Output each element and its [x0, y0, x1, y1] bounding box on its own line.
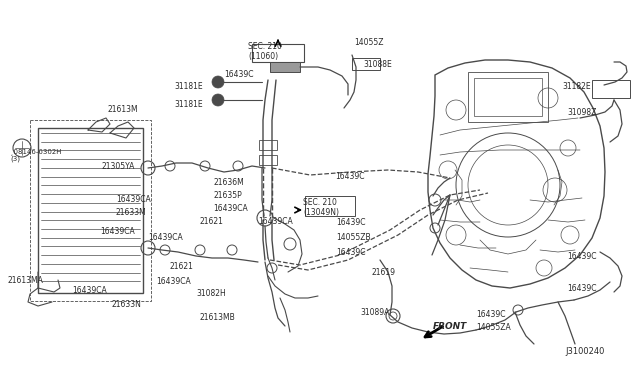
- Text: 16439C: 16439C: [224, 70, 253, 79]
- Bar: [38, 128, 143, 293]
- Bar: [592, 80, 630, 98]
- Bar: [259, 140, 277, 150]
- Text: 31098Z: 31098Z: [567, 108, 596, 117]
- Text: SEC. 210
(13049N): SEC. 210 (13049N): [303, 198, 339, 217]
- Text: 16439C: 16439C: [567, 284, 596, 293]
- Text: 21635P: 21635P: [213, 191, 242, 200]
- Text: 16439CA: 16439CA: [116, 195, 151, 204]
- Text: 16439C: 16439C: [335, 172, 365, 181]
- Text: 16439C: 16439C: [476, 310, 506, 319]
- Text: 16439CA: 16439CA: [258, 217, 292, 226]
- Text: 31181E: 31181E: [174, 82, 203, 91]
- Text: 21633M: 21633M: [116, 208, 147, 217]
- Text: 21305YA: 21305YA: [102, 162, 136, 171]
- Text: 31082H: 31082H: [196, 289, 226, 298]
- Circle shape: [212, 94, 224, 106]
- Bar: [474, 78, 542, 116]
- Text: 31088E: 31088E: [363, 60, 392, 69]
- Circle shape: [212, 76, 224, 88]
- Text: 21633N: 21633N: [112, 300, 142, 309]
- Bar: [468, 72, 548, 122]
- Text: 16439C: 16439C: [336, 218, 365, 227]
- Text: 31182E: 31182E: [562, 82, 591, 91]
- Text: ¸08146-6302H
(3): ¸08146-6302H (3): [10, 148, 61, 162]
- Text: 16439C: 16439C: [336, 248, 365, 257]
- Text: 16439CA: 16439CA: [148, 233, 183, 242]
- Text: 16439CA: 16439CA: [156, 277, 191, 286]
- Text: 21619: 21619: [371, 268, 395, 277]
- Text: 21613MA: 21613MA: [8, 276, 44, 285]
- Text: 14055ZA: 14055ZA: [476, 323, 511, 332]
- Text: 16439CA: 16439CA: [72, 286, 107, 295]
- Text: 21621: 21621: [200, 217, 224, 226]
- Text: FRONT: FRONT: [433, 322, 467, 331]
- Text: 16439C: 16439C: [567, 252, 596, 261]
- Text: 31181E: 31181E: [174, 100, 203, 109]
- Text: J3100240: J3100240: [565, 347, 604, 356]
- Bar: [305, 196, 355, 216]
- Bar: [352, 58, 380, 70]
- Text: 21636M: 21636M: [213, 178, 244, 187]
- Text: 21613MB: 21613MB: [199, 313, 235, 322]
- Text: SEC. 210
(11060): SEC. 210 (11060): [248, 42, 282, 61]
- Bar: [270, 62, 300, 72]
- Bar: [252, 44, 304, 62]
- Bar: [259, 155, 277, 165]
- Text: 21613M: 21613M: [108, 105, 139, 114]
- Text: 16439CA: 16439CA: [213, 204, 248, 213]
- Text: 31089A: 31089A: [360, 308, 389, 317]
- Text: 14055ZB: 14055ZB: [336, 233, 371, 242]
- Text: 14055Z: 14055Z: [354, 38, 383, 47]
- Text: 21621: 21621: [170, 262, 194, 271]
- Bar: [30, 120, 151, 301]
- Text: 16439CA: 16439CA: [100, 227, 135, 236]
